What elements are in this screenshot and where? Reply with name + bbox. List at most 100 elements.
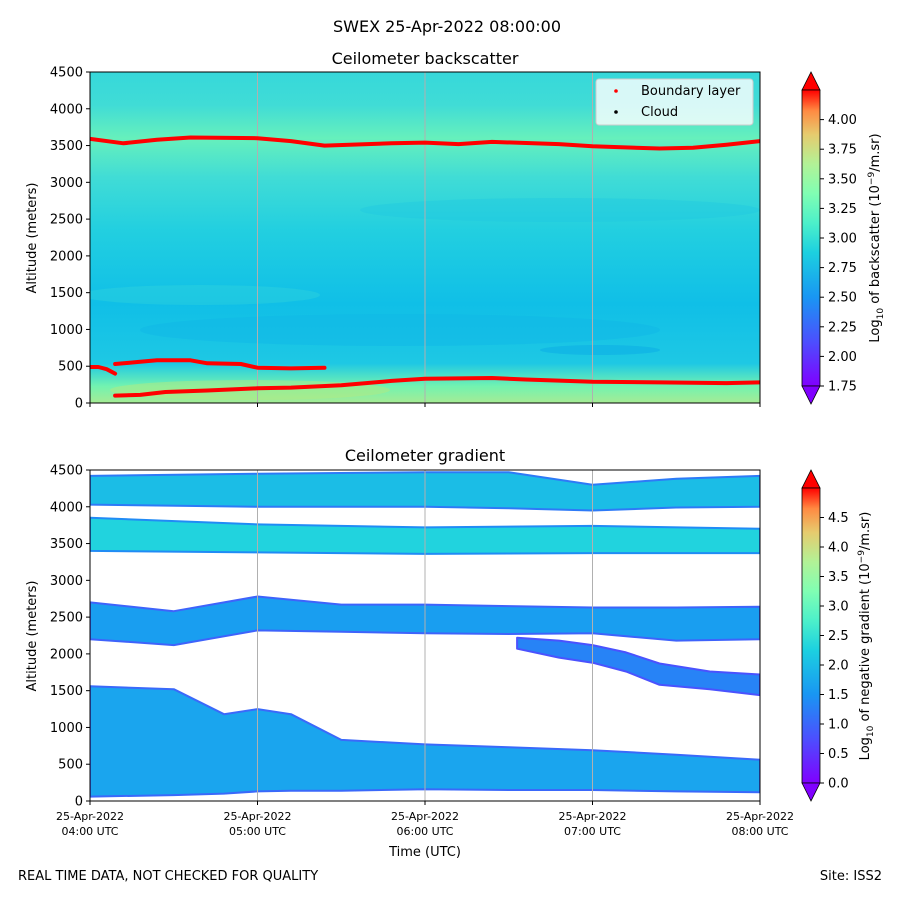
boundary-layer-trace <box>90 365 118 376</box>
boundary-layer-series <box>90 135 760 398</box>
colorbar-tick-label: 2.25 <box>828 320 857 335</box>
gradient-colorbar-label: Log10 of negative gradient (10−9/m.sr) <box>857 512 876 761</box>
gradient-ylabel: Altitude (meters) <box>25 581 40 692</box>
y-tick-label: 1000 <box>50 721 83 736</box>
cb2-label-end: /m.sr) <box>858 512 873 550</box>
cb1-label-sup: −9 <box>867 172 877 186</box>
cb2-label-sub: 10 <box>866 725 876 737</box>
gradient-colorbar-extend-bottom <box>801 782 821 802</box>
gradient-colorbar-ticks: 0.0 0.5 1.0 1.5 2.0 2.5 3.0 3.5 4.0 4.5 <box>820 511 849 792</box>
colorbar-tick-label: 2.50 <box>828 291 857 306</box>
backscatter-title: Ceilometer backscatter <box>332 49 519 68</box>
x-tick-date-label: 25-Apr-2022 <box>558 810 626 823</box>
colorbar-tick-label: 1.75 <box>828 380 857 395</box>
quality-disclaimer: REAL TIME DATA, NOT CHECKED FOR QUALITY <box>18 869 319 884</box>
colorbar-tick-label: 3.50 <box>828 172 857 187</box>
colorbar-tick-label: 3.5 <box>828 570 849 585</box>
boundary-layer-line <box>90 135 760 151</box>
boundary-layer-line <box>113 376 760 398</box>
legend-boundary-layer-label: Boundary layer <box>641 84 741 99</box>
colorbar-tick-label: 1.5 <box>828 688 849 703</box>
colorbar-tick-label: 0.0 <box>828 777 849 792</box>
backscatter-ylabel: Altitude (meters) <box>25 183 40 294</box>
backscatter-colorbar-bar <box>801 89 821 387</box>
cb2-label-base: Log <box>858 737 873 760</box>
y-tick-label: 4000 <box>50 102 83 117</box>
gradient-colorbar-extend-top <box>801 469 821 489</box>
boundary-layer-line <box>90 365 118 376</box>
backscatter-gridlines <box>257 72 593 403</box>
gradient-xlabel: Time (UTC) <box>388 845 461 860</box>
y-tick-label: 2000 <box>50 647 83 662</box>
y-tick-label: 3000 <box>50 574 83 589</box>
gradient-colorbar: 0.0 0.5 1.0 1.5 2.0 2.5 3.0 3.5 4.0 4.5 Log10 of … <box>801 469 876 802</box>
x-tick-time-label: 08:00 UTC <box>731 825 788 838</box>
figure-title: SWEX 25-Apr-2022 08:00:00 <box>333 17 561 36</box>
backscatter-panel: Ceilometer backscatter 0 500 1000 1500 2000 2… <box>25 49 886 412</box>
colorbar-tick-label: 2.0 <box>828 659 849 674</box>
legend-cloud-marker <box>614 110 618 114</box>
y-tick-label: 3000 <box>50 176 83 191</box>
x-tick-date-label: 25-Apr-2022 <box>223 810 291 823</box>
cb1-label-sub: 10 <box>876 308 886 320</box>
colorbar-tick-label: 2.00 <box>828 350 857 365</box>
x-tick-time-label: 04:00 UTC <box>61 825 118 838</box>
gradient-colorbar-bar <box>801 487 821 784</box>
gradient-panel: Ceilometer gradient 0 500 1000 1500 2000 2500… <box>25 446 876 860</box>
gradient-gridlines <box>257 470 593 801</box>
legend: Boundary layer Cloud <box>595 78 754 126</box>
x-tick-time-label: 07:00 UTC <box>564 825 621 838</box>
y-tick-label: 2500 <box>50 611 83 626</box>
y-tick-label: 0 <box>75 397 83 412</box>
y-tick-label: 0 <box>75 795 83 810</box>
gradient-title: Ceilometer gradient <box>345 446 505 465</box>
y-tick-label: 1500 <box>50 286 83 301</box>
site-label: Site: ISS2 <box>819 869 882 884</box>
y-tick-label: 3500 <box>50 139 83 154</box>
colorbar-tick-label: 3.0 <box>828 600 849 615</box>
backscatter-colorbar-extend-top <box>801 71 821 91</box>
backscatter-y-axis: 0 500 1000 1500 2000 2500 3000 3500 4000 4500 <box>50 66 90 412</box>
y-tick-label: 4500 <box>50 464 83 479</box>
y-tick-label: 500 <box>58 360 83 375</box>
legend-cloud-label: Cloud <box>641 105 678 120</box>
colorbar-tick-label: 4.0 <box>828 541 849 556</box>
colorbar-tick-label: 3.75 <box>828 143 857 158</box>
cb1-label-mid: of backscatter (10 <box>868 185 883 308</box>
y-tick-label: 1000 <box>50 323 83 338</box>
y-tick-label: 4000 <box>50 500 83 515</box>
gradient-y-axis: 0 500 1000 1500 2000 2500 3000 3500 4000 4500 <box>50 464 90 810</box>
boundary-layer-trace <box>90 135 760 151</box>
colorbar-tick-label: 3.25 <box>828 202 857 217</box>
backscatter-colorbar: 1.75 2.00 2.25 2.50 2.75 3.00 3.25 3.50 3.75 4.00… <box>801 71 886 405</box>
x-tick-time-label: 06:00 UTC <box>396 825 453 838</box>
colorbar-tick-label: 4.5 <box>828 511 849 526</box>
backscatter-colorbar-label: Log10 of backscatter (10−9/m.sr) <box>867 133 886 342</box>
x-tick-date-label: 25-Apr-2022 <box>56 810 124 823</box>
boundary-layer-trace <box>113 358 327 371</box>
y-tick-label: 2500 <box>50 213 83 228</box>
legend-boundary-layer-marker <box>614 89 618 93</box>
colorbar-tick-label: 2.75 <box>828 261 857 276</box>
x-tick-date-label: 25-Apr-2022 <box>726 810 794 823</box>
colorbar-tick-label: 1.0 <box>828 718 849 733</box>
y-tick-label: 1500 <box>50 684 83 699</box>
colorbar-tick-label: 3.00 <box>828 232 857 247</box>
colorbar-tick-label: 4.00 <box>828 113 857 128</box>
y-tick-label: 3500 <box>50 537 83 552</box>
y-tick-label: 2000 <box>50 249 83 264</box>
x-tick-date-label: 25-Apr-2022 <box>391 810 459 823</box>
colorbar-tick-label: 2.5 <box>828 629 849 644</box>
colorbar-tick-label: 0.5 <box>828 747 849 762</box>
boundary-layer-line <box>113 358 327 371</box>
y-tick-label: 500 <box>58 758 83 773</box>
cb2-label-sup: −9 <box>857 550 867 564</box>
backscatter-colorbar-extend-bottom <box>801 385 821 405</box>
cb1-label-end: /m.sr) <box>868 133 883 171</box>
boundary-layer-trace <box>113 376 760 398</box>
backscatter-colorbar-ticks: 1.75 2.00 2.25 2.50 2.75 3.00 3.25 3.50 3.75 4.00 <box>820 113 857 395</box>
x-tick-time-label: 05:00 UTC <box>229 825 286 838</box>
backscatter-x-ticks <box>89 403 761 407</box>
cb1-label-base: Log <box>868 319 883 342</box>
